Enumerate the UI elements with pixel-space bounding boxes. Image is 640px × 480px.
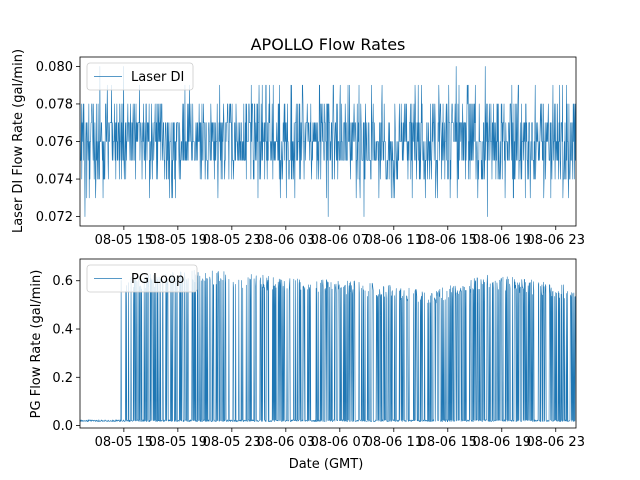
laser-di-x-tick-label: 08-06 11 <box>365 233 423 248</box>
laser-di-traces <box>79 66 576 217</box>
pg-loop-x-tick-label: 08-06 15 <box>419 435 477 450</box>
x-axis-label: Date (GMT) <box>289 457 364 472</box>
laser-di-x-tick-label: 08-06 07 <box>311 233 369 248</box>
laser-di-x-tick-label: 08-06 03 <box>257 233 315 248</box>
laser-di-x-tick-label: 08-06 15 <box>419 233 477 248</box>
laser-di-series-line <box>79 66 576 217</box>
pg-loop-y-tick-label: 0.2 <box>52 371 73 386</box>
pg-loop-legend-box <box>86 264 198 293</box>
pg-loop-x-tick-label: 08-05 23 <box>203 435 261 450</box>
pg-loop-y-ticks: 0.0 0.2 0.4 0.6 <box>52 274 80 434</box>
chart-title: APOLLO Flow Rates <box>251 35 406 54</box>
pg-loop-x-tick-label: 08-06 03 <box>257 435 315 450</box>
laser-di-legend: Laser DI <box>86 62 194 91</box>
laser-di-y-tick-label: 0.074 <box>36 173 73 188</box>
pg-loop-x-tick-label: 08-06 07 <box>311 435 369 450</box>
laser-di-y-axis-label: Laser DI Flow Rate (gal/min) <box>11 49 26 233</box>
laser-di-x-tick-label: 08-05 19 <box>149 233 207 248</box>
pg-loop-x-tick-label: 08-06 11 <box>365 435 423 450</box>
pg-loop-x-tick-label: 08-05 15 <box>95 435 153 450</box>
laser-di-x-tick-label: 08-06 23 <box>527 233 585 248</box>
pg-loop-legend: PG Loop <box>86 264 198 293</box>
laser-di-y-ticks: 0.072 0.074 0.076 0.078 0.080 <box>36 60 80 225</box>
laser-di-legend-box <box>86 62 194 91</box>
pg-loop-y-axis-label: PG Flow Rate (gal/min) <box>29 270 44 419</box>
pg-loop-x-tick-label: 08-05 19 <box>149 435 207 450</box>
laser-di-y-tick-label: 0.078 <box>36 97 73 112</box>
laser-di-y-tick-label: 0.072 <box>36 210 73 225</box>
pg-loop-axes-frame <box>79 258 577 429</box>
pg-loop-y-tick-label: 0.4 <box>52 323 73 338</box>
laser-di-x-tick-label: 08-05 15 <box>95 233 153 248</box>
pg-loop-x-tick-label: 08-06 19 <box>473 435 531 450</box>
laser-di-y-tick-label: 0.076 <box>36 135 73 150</box>
laser-di-x-tick-label: 08-05 23 <box>203 233 261 248</box>
pg-loop-y-tick-label: 0.6 <box>52 274 73 289</box>
laser-di-x-tick-label: 08-06 19 <box>473 233 531 248</box>
pg-loop-y-tick-label: 0.0 <box>52 419 73 434</box>
laser-di-y-tick-label: 0.080 <box>36 60 73 75</box>
pg-loop-legend-label: PG Loop <box>131 272 184 287</box>
pg-loop-x-tick-label: 08-06 23 <box>527 435 585 450</box>
laser-di-legend-label: Laser DI <box>131 70 184 85</box>
